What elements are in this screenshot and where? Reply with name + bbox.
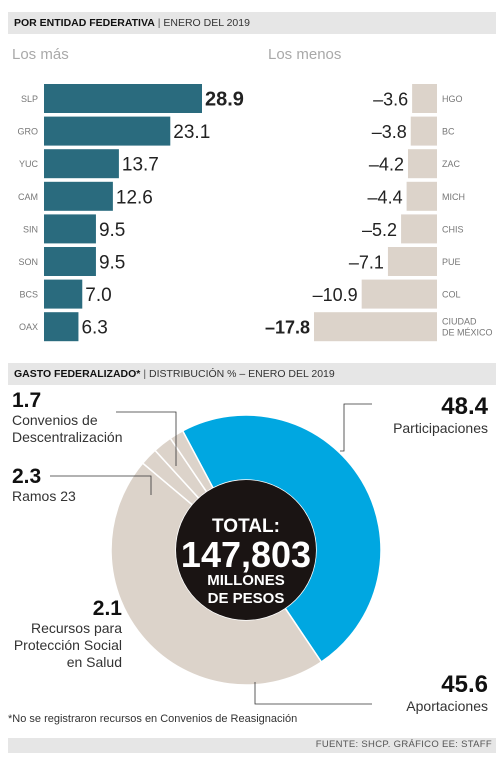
bar-category-label: HGO	[442, 94, 463, 104]
name-proteccion-line3: en Salud	[66, 654, 122, 670]
bar-value-label: –17.8	[265, 318, 310, 338]
bar-mas	[44, 312, 79, 342]
bar-value-label: 7.0	[85, 285, 111, 306]
bar-menos	[314, 312, 437, 342]
heading-los-mas: Los más	[12, 46, 69, 63]
section-subtitle: ENERO DEL 2019	[163, 17, 250, 29]
bar-mas	[44, 116, 171, 146]
separator: |	[143, 368, 147, 380]
total-unit-line2: DE PESOS	[208, 590, 285, 607]
name-proteccion-line1: Recursos para	[30, 620, 122, 636]
heading-los-menos: Los menos	[268, 46, 342, 63]
bar-value-label: –10.9	[313, 285, 358, 305]
bar-value-label: –4.2	[369, 155, 404, 175]
bar-category-label: BC	[442, 127, 455, 137]
bar-menos	[401, 214, 437, 244]
source-band	[8, 738, 496, 753]
bar-menos	[412, 84, 437, 113]
label-aportaciones: 45.6 Aportaciones	[406, 672, 488, 715]
name-participaciones: Participaciones	[393, 420, 488, 436]
bar-category-label: CHIS	[442, 224, 464, 234]
bar-category-label: ZAC	[442, 159, 461, 169]
donut-center	[176, 480, 316, 620]
value-participaciones: 48.4	[441, 393, 488, 420]
section-title: GASTO FEDERALIZADO*	[14, 368, 141, 380]
footnote: *No se registraron recursos en Convenios…	[8, 713, 298, 725]
separator: |	[157, 17, 161, 29]
bar-category-label: SLP	[21, 94, 38, 104]
bar-value-label: –3.8	[372, 122, 407, 142]
bar-value-label: –5.2	[362, 220, 397, 240]
bar-charts: SLP 28.9 GRO 23.1 YUC 13.7 CAM 12.6 SIN 9.5 SON 9.5…	[17, 84, 493, 342]
bar-category-label: SON	[18, 257, 38, 267]
bar-category-label: CAM	[18, 192, 38, 202]
name-ramos: Ramos 23	[12, 488, 76, 504]
label-ramos: 2.3 Ramos 23	[12, 466, 76, 505]
bar-value-label: 13.7	[122, 155, 159, 176]
bar-category-label: OAX	[19, 322, 38, 332]
bar-value-label: –7.1	[349, 253, 384, 273]
bar-value-label: 12.6	[116, 187, 153, 208]
total-unit-line1: MILLONES	[207, 572, 285, 589]
bar-value-label: 9.5	[99, 220, 125, 241]
bar-menos	[361, 279, 437, 309]
bar-category-label: SIN	[23, 224, 38, 234]
section-subtitle: DISTRIBUCIÓN % – ENERO DEL 2019	[148, 368, 335, 380]
section-title: POR ENTIDAD FEDERATIVA	[14, 17, 155, 29]
name-convenios-line2: Descentralización	[12, 429, 123, 445]
bar-category-label: BCS	[19, 290, 38, 300]
bar-mas	[44, 84, 202, 113]
bar-category-label: CIUDAD DE MÉXICO	[442, 317, 493, 338]
bar-category-label: GRO	[17, 127, 38, 137]
value-ramos: 2.3	[12, 465, 42, 488]
bar-category-label: MICH	[442, 192, 465, 202]
leader-line-convenios	[116, 411, 177, 466]
bar-mas	[44, 149, 119, 179]
label-proteccion: 2.1 Recursos para Protección Social en S…	[14, 598, 122, 671]
bar-value-label: 9.5	[99, 253, 125, 274]
bar-value-label: –3.6	[373, 90, 408, 110]
label-participaciones: 48.4 Participaciones	[393, 394, 488, 437]
bar-mas	[44, 181, 113, 211]
value-proteccion: 2.1	[92, 597, 122, 620]
bar-mas	[44, 247, 96, 276]
bar-menos	[410, 116, 437, 146]
value-aportaciones: 45.6	[441, 671, 488, 698]
source-credit: FUENTE: SHCP. GRÁFICO EE: STAFF	[315, 739, 492, 750]
name-aportaciones: Aportaciones	[406, 698, 488, 714]
name-convenios-line1: Convenios de	[12, 412, 98, 428]
bar-mas	[44, 214, 96, 244]
bar-category-label: YUC	[19, 159, 39, 169]
bar-menos	[387, 247, 437, 276]
bar-menos	[407, 149, 437, 179]
bar-category-label: COL	[442, 290, 461, 300]
leader-line-aportaciones	[254, 682, 372, 705]
name-proteccion-line2: Protección Social	[13, 637, 122, 653]
leader-line-participaciones	[340, 403, 372, 452]
section-header-entidad: POR ENTIDAD FEDERATIVA | ENERO DEL 2019	[8, 12, 496, 34]
value-convenios: 1.7	[12, 389, 42, 412]
bar-category-label: PUE	[442, 257, 461, 267]
section-header-gasto: GASTO FEDERALIZADO* | DISTRIBUCIÓN % – E…	[8, 363, 496, 385]
label-convenios: 1.7 Convenios de Descentralización	[12, 390, 123, 446]
bar-mas	[44, 279, 83, 309]
total-value: 147,803	[181, 534, 311, 575]
leader-line-ramos	[50, 475, 152, 495]
bar-value-label: 23.1	[173, 122, 210, 143]
bar-value-label: 28.9	[205, 89, 244, 111]
bar-value-label: –4.4	[368, 187, 403, 207]
bar-value-label: 6.3	[81, 318, 107, 339]
bar-menos	[406, 181, 437, 211]
total-label: TOTAL:	[212, 516, 280, 537]
